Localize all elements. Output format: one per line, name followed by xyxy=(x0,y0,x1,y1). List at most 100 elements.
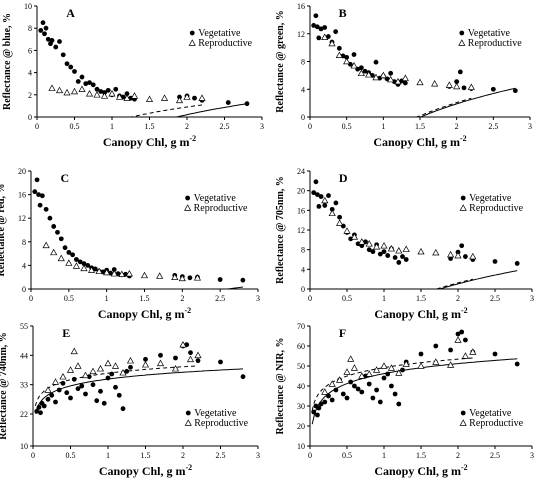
data-point-vegetative xyxy=(240,277,246,283)
data-point-vegetative xyxy=(62,245,68,251)
data-point-vegetative xyxy=(244,101,250,107)
data-point-vegetative xyxy=(47,215,53,221)
data-point-vegetative xyxy=(43,25,49,31)
data-point-reproductive xyxy=(321,33,329,40)
series-vegetative xyxy=(32,177,246,283)
data-point-vegetative xyxy=(358,65,364,71)
y-tick-label: 10 xyxy=(20,442,28,451)
y-tick-label: 0 xyxy=(301,285,305,294)
x-axis-label: Canopy Chl, g m-2 xyxy=(103,134,196,149)
series-vegetative xyxy=(38,20,250,107)
data-point-vegetative xyxy=(77,259,83,265)
x-tick-label: 2 xyxy=(455,122,459,131)
panel-label: C xyxy=(61,171,70,185)
data-point-vegetative xyxy=(389,383,394,389)
legend-label: Vegetative xyxy=(468,28,511,39)
x-tick-label: 1 xyxy=(110,122,114,131)
data-point-vegetative xyxy=(459,243,465,249)
data-point-vegetative xyxy=(98,388,103,394)
data-point-reproductive xyxy=(171,273,179,280)
data-point-reproductive xyxy=(59,372,67,380)
data-point-vegetative xyxy=(72,69,77,74)
data-point-vegetative xyxy=(43,206,49,212)
data-point-reproductive xyxy=(178,274,186,282)
x-axis-label: Canopy Chl, g m-2 xyxy=(99,463,192,478)
data-point-vegetative xyxy=(53,399,58,405)
y-tick-label: 22 xyxy=(20,410,28,419)
data-point-vegetative xyxy=(392,391,398,397)
data-point-reproductive xyxy=(328,209,336,217)
data-point-reproductive xyxy=(380,242,388,249)
x-tick-label: 0 xyxy=(31,451,35,460)
legend-marker-vegetative xyxy=(460,410,466,416)
data-point-vegetative xyxy=(463,254,468,259)
data-point-vegetative xyxy=(461,85,467,91)
series-reproductive xyxy=(44,340,202,393)
x-tick-label: 0 xyxy=(29,294,33,303)
y-tick-label: 60 xyxy=(297,342,305,351)
data-point-vegetative xyxy=(313,179,319,185)
y-tick-label: 0 xyxy=(28,113,32,122)
y-axis-label: Reflectance @ red, % xyxy=(0,184,7,277)
data-point-reproductive xyxy=(454,251,462,259)
data-point-vegetative xyxy=(392,255,398,260)
series-reproductive xyxy=(321,33,475,90)
x-tick-label: 2.5 xyxy=(490,294,500,303)
data-point-reproductive xyxy=(111,362,120,369)
x-tick-label: 3 xyxy=(530,451,534,460)
data-point-reproductive xyxy=(44,386,52,393)
data-point-vegetative xyxy=(124,368,130,374)
fit-curve-vegetative xyxy=(34,368,244,414)
data-point-vegetative xyxy=(41,403,47,409)
data-point-vegetative xyxy=(374,387,379,393)
y-tick-label: 4 xyxy=(301,265,305,274)
data-point-reproductive xyxy=(379,71,387,79)
legend-marker-reproductive xyxy=(459,204,467,211)
data-point-vegetative xyxy=(315,192,320,198)
data-point-reproductive xyxy=(51,378,60,385)
data-point-vegetative xyxy=(218,359,223,365)
x-tick-label: 1.5 xyxy=(141,451,151,460)
legend-label: Vegetative xyxy=(469,408,512,419)
data-point-vegetative xyxy=(90,382,96,388)
data-point-vegetative xyxy=(113,86,119,92)
y-tick-label: 16 xyxy=(18,191,26,200)
data-point-vegetative xyxy=(109,371,115,377)
data-point-reproductive xyxy=(402,360,410,367)
data-point-vegetative xyxy=(68,395,73,401)
data-point-vegetative xyxy=(45,36,51,42)
data-point-reproductive xyxy=(402,245,410,252)
data-point-vegetative xyxy=(79,74,85,80)
x-tick-label: 0 xyxy=(308,122,312,131)
data-point-vegetative xyxy=(418,351,424,357)
data-point-vegetative xyxy=(366,381,372,387)
data-point-reproductive xyxy=(365,240,373,247)
y-tick-label: 44 xyxy=(20,351,28,360)
data-point-vegetative xyxy=(377,251,383,257)
data-point-reproductive xyxy=(335,51,343,59)
legend-label: Vegetative xyxy=(194,408,237,419)
data-point-vegetative xyxy=(71,376,77,382)
y-axis-label: Reflectance @ green, % xyxy=(275,10,286,112)
data-point-reproductive xyxy=(160,94,169,101)
data-point-vegetative xyxy=(105,375,111,381)
x-tick-label: 2 xyxy=(456,451,460,460)
y-tick-label: 10 xyxy=(24,2,32,11)
data-point-reproductive xyxy=(81,371,90,379)
data-point-vegetative xyxy=(217,277,223,282)
y-tick-label: 12 xyxy=(297,30,305,39)
data-point-reproductive xyxy=(123,94,131,101)
data-point-vegetative xyxy=(124,91,130,97)
y-tick-label: 4 xyxy=(301,85,305,94)
legend-marker-reproductive xyxy=(184,419,192,426)
x-tick-label: 1.5 xyxy=(140,294,150,303)
data-point-vegetative xyxy=(455,331,461,337)
x-axis-label: Canopy Chl, g m-2 xyxy=(374,306,467,321)
panel-label: E xyxy=(62,326,70,340)
data-point-reproductive xyxy=(417,247,425,255)
data-point-reproductive xyxy=(87,266,96,273)
data-point-reproductive xyxy=(141,360,150,368)
